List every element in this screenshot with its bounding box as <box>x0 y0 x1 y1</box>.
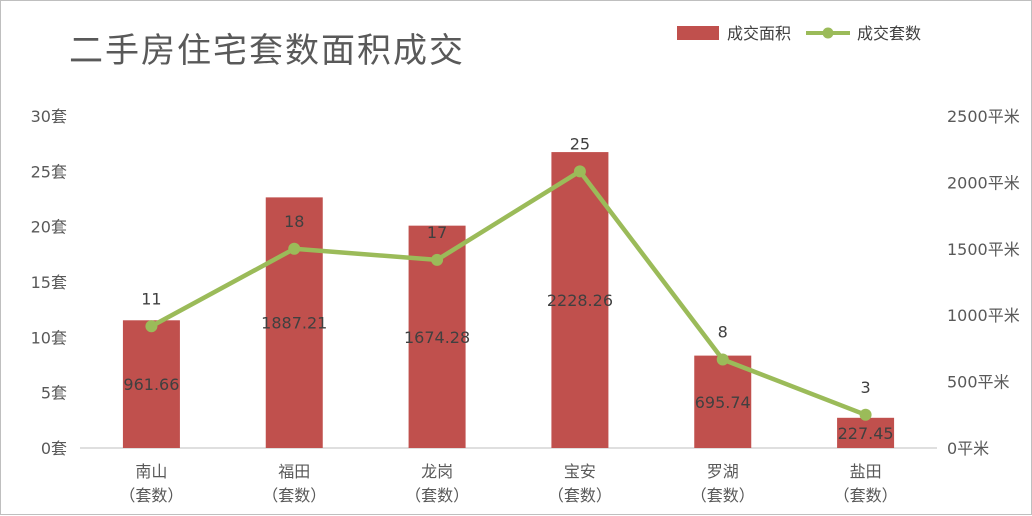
bar-series-area <box>122 152 895 448</box>
count-marker <box>288 242 301 255</box>
left-tick-label: 10套 <box>31 328 67 347</box>
left-tick-label: 20套 <box>31 218 67 237</box>
count-marker <box>859 408 872 421</box>
count-data-label: 3 <box>860 378 870 397</box>
count-marker <box>573 165 586 178</box>
bar-area <box>694 355 752 448</box>
right-tick-label: 0平米 <box>947 439 989 458</box>
right-axis: 0平米 500平米 1000平米 1500平米 2000平米 2500平米 <box>947 107 1020 458</box>
line-data-labels: 11 18 17 25 8 3 <box>141 134 870 396</box>
bar-data-label: 227.45 <box>838 424 894 443</box>
category-label: 福田 <box>278 462 310 481</box>
left-tick-label: 25套 <box>31 162 67 181</box>
bar-data-label: 695.74 <box>695 393 751 412</box>
count-data-label: 18 <box>284 212 304 231</box>
bar-data-label: 1887.21 <box>261 314 327 333</box>
category-label: （套数） <box>834 486 898 505</box>
left-tick-label: 0套 <box>41 439 67 458</box>
count-marker <box>145 320 158 333</box>
category-axis-labels: 南山 （套数） 福田 （套数） 龙岗 （套数） 宝安 （套数） 罗湖 （套数） 盐田 （套数） <box>119 462 897 505</box>
bar-area <box>265 197 323 448</box>
category-label: （套数） <box>548 486 612 505</box>
left-tick-label: 15套 <box>31 273 67 292</box>
count-data-label: 17 <box>427 223 447 242</box>
right-tick-label: 1000平米 <box>947 306 1020 325</box>
left-axis: 0套 5套 10套 15套 20套 25套 30套 <box>31 107 67 458</box>
count-marker <box>431 253 444 266</box>
legend-label-area: 成交面积 <box>727 24 791 43</box>
category-label: 罗湖 <box>707 462 739 481</box>
legend-swatch-count-marker <box>822 27 834 39</box>
category-label: （套数） <box>405 486 469 505</box>
category-label: 宝安 <box>564 462 596 481</box>
left-tick-label: 30套 <box>31 107 67 126</box>
right-tick-label: 500平米 <box>947 373 1010 392</box>
left-tick-label: 5套 <box>41 384 67 403</box>
count-data-label: 25 <box>570 134 590 153</box>
legend-swatch-area <box>677 26 719 40</box>
bar-data-labels: 961.66 1887.21 1674.28 2228.26 695.74 227.45 <box>123 291 893 443</box>
legend-label-count: 成交套数 <box>857 24 921 43</box>
category-label: 盐田 <box>850 462 882 481</box>
bar-data-label: 1674.28 <box>404 328 470 347</box>
right-tick-label: 2000平米 <box>947 173 1020 192</box>
category-label: （套数） <box>691 486 755 505</box>
legend: 成交面积 成交套数 <box>677 24 921 43</box>
line-series-count <box>145 165 872 421</box>
category-label: 龙岗 <box>421 462 453 481</box>
count-line <box>150 169 867 417</box>
count-marker <box>716 353 729 366</box>
bar-area <box>551 152 609 448</box>
category-label: （套数） <box>119 486 183 505</box>
bar-area <box>122 320 180 448</box>
chart-title: 二手房住宅套数面积成交 <box>69 31 465 71</box>
count-data-label: 8 <box>718 322 728 341</box>
bar-data-label: 2228.26 <box>547 291 613 310</box>
bar-area <box>837 417 895 448</box>
right-tick-label: 1500平米 <box>947 240 1020 259</box>
category-label: （套数） <box>262 486 326 505</box>
bar-data-label: 961.66 <box>123 375 179 394</box>
right-tick-label: 2500平米 <box>947 107 1020 126</box>
category-label: 南山 <box>135 462 167 481</box>
count-data-label: 11 <box>141 289 161 308</box>
